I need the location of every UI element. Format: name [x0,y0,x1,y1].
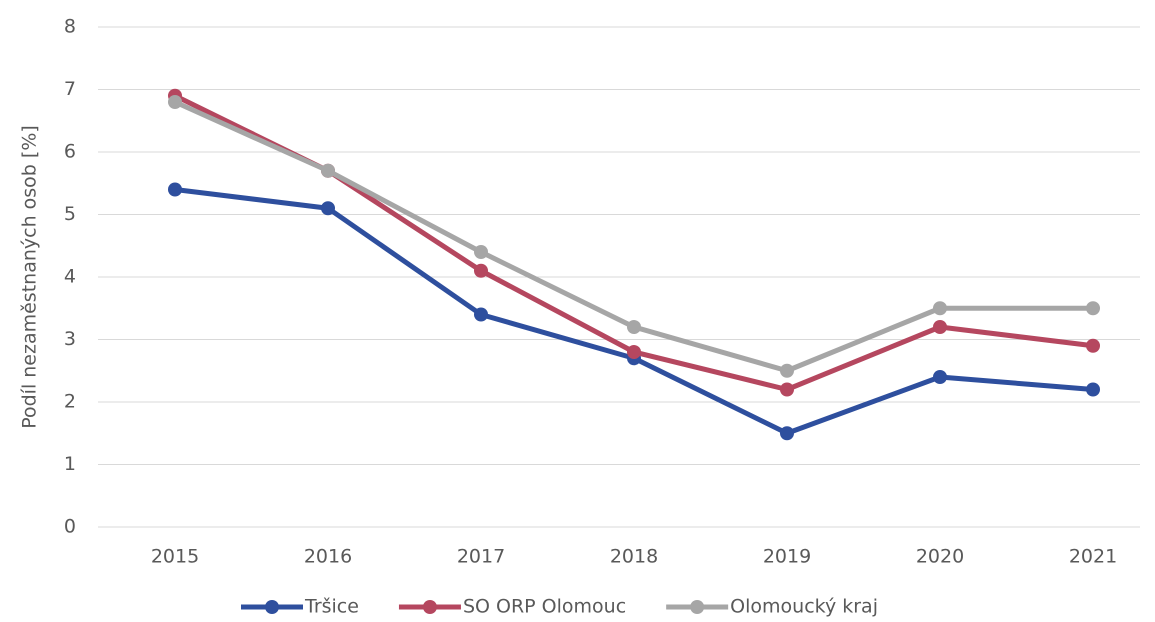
y-tick-label: 2 [64,391,76,413]
y-tick-label: 0 [64,516,76,538]
series-line [174,187,1094,436]
data-point [627,345,641,359]
data-point [1086,382,1100,397]
data-point [474,263,488,278]
legend-marker [265,600,279,614]
y-tick-label: 4 [64,266,76,288]
data-point [321,163,335,178]
data-point [780,382,794,397]
x-tick-label: 2018 [610,546,658,568]
x-tick-label: 2021 [1069,546,1117,568]
data-point [780,426,794,441]
x-tick-label: 2020 [916,546,964,568]
legend-label: SO ORP Olomouc [463,596,626,618]
y-tick-label: 3 [64,328,76,350]
data-point [168,95,182,109]
data-point [933,320,947,334]
legend-label: Olomoucký kraj [730,596,878,618]
legend-item: Olomoucký kraj [666,596,878,618]
x-tick-label: 2015 [151,546,199,568]
data-point [474,245,488,259]
y-tick-label: 6 [64,141,76,163]
data-point [168,182,182,197]
data-point [1086,301,1100,316]
legend-item: SO ORP Olomouc [398,596,626,618]
data-point [1086,338,1100,353]
y-axis-label: Podíl nezaměstnaných osob [%] [19,125,41,429]
legend-marker [690,600,705,614]
x-tick-label: 2017 [457,546,505,568]
data-point [474,307,488,322]
y-tick-label: 1 [64,453,76,475]
y-tick-label: 8 [64,16,76,38]
x-tick-label: 2019 [763,546,811,568]
data-point [933,301,947,316]
legend-item: Tršice [241,596,359,618]
data-point [933,370,947,384]
y-tick-label: 5 [64,203,76,225]
data-point [321,201,335,216]
data-point [780,363,794,378]
legend-label: Tršice [304,596,359,618]
x-tick-label: 2016 [304,546,352,568]
legend-marker [422,600,437,614]
y-tick-label: 7 [64,78,76,100]
data-point [627,320,641,334]
